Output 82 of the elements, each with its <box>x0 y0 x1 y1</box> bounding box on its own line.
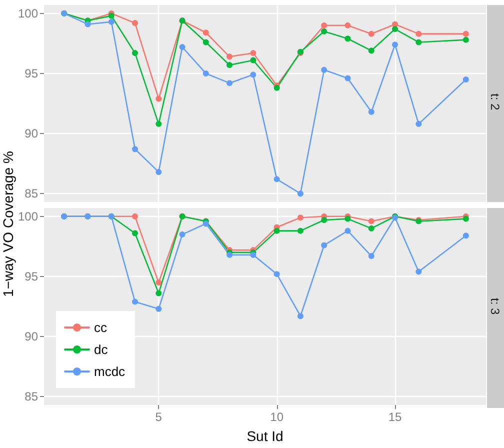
point <box>462 76 469 82</box>
point <box>156 168 162 175</box>
point <box>368 48 374 54</box>
point <box>416 39 422 46</box>
point <box>344 22 351 28</box>
point <box>297 228 304 234</box>
point <box>321 22 328 28</box>
legend-label: mcdc <box>94 364 126 379</box>
point <box>156 290 162 296</box>
point <box>132 230 138 236</box>
point <box>156 279 162 286</box>
point <box>297 313 304 320</box>
y-tick-label: 100 <box>18 209 38 224</box>
point <box>132 20 138 26</box>
point <box>462 216 469 222</box>
point <box>250 50 256 56</box>
point <box>156 96 162 102</box>
y-axis-title: 1−way VO Coverage % <box>0 151 16 297</box>
point <box>344 75 351 82</box>
x-tick-label: 5 <box>155 410 162 424</box>
point <box>392 26 398 32</box>
point <box>274 84 280 91</box>
point <box>321 66 328 73</box>
text: t: 2 <box>488 94 502 110</box>
point <box>462 232 469 239</box>
x-tick-label: 10 <box>270 410 284 424</box>
y-tick-label: 100 <box>18 6 38 20</box>
x-tick-label: 15 <box>388 410 402 424</box>
point <box>202 39 209 46</box>
point <box>202 220 209 227</box>
point <box>226 62 233 68</box>
point <box>226 252 233 258</box>
point <box>297 190 304 197</box>
point <box>416 120 422 127</box>
point <box>462 36 469 43</box>
point <box>132 213 138 220</box>
point <box>202 70 209 76</box>
y-tick-label: 85 <box>24 390 38 404</box>
y-tick-label: 90 <box>24 330 38 344</box>
point <box>132 298 138 305</box>
y-tick-label: 95 <box>24 269 38 284</box>
point <box>156 306 162 312</box>
point <box>297 214 304 221</box>
point <box>132 146 138 152</box>
y-tick-label: 85 <box>24 186 38 201</box>
point <box>368 30 374 37</box>
legend-label: cc <box>94 320 108 335</box>
point <box>156 120 162 127</box>
point <box>226 80 233 86</box>
point <box>392 42 398 48</box>
point <box>344 36 351 42</box>
point <box>321 28 328 34</box>
point <box>274 176 280 182</box>
point <box>132 50 138 56</box>
point <box>416 268 422 275</box>
point <box>274 271 280 278</box>
point <box>321 217 328 224</box>
point <box>368 253 374 260</box>
point <box>416 30 422 37</box>
point <box>250 72 256 78</box>
point <box>344 216 351 222</box>
x-axis-title: Sut Id <box>246 428 284 444</box>
point <box>368 225 374 232</box>
point <box>250 252 256 258</box>
point <box>179 44 186 50</box>
y-tick-label: 90 <box>24 126 38 141</box>
point <box>321 242 328 248</box>
point <box>274 228 280 234</box>
point <box>179 231 186 238</box>
point <box>108 12 114 19</box>
point <box>368 108 374 115</box>
point <box>344 228 351 234</box>
point <box>84 21 91 28</box>
point <box>250 57 256 64</box>
text: t: 3 <box>488 298 502 315</box>
point <box>202 30 209 36</box>
y-tick-label: 95 <box>24 66 38 80</box>
point <box>226 54 233 60</box>
point <box>368 218 374 224</box>
point <box>108 18 114 25</box>
point <box>462 30 469 37</box>
legend-label: dc <box>94 342 108 357</box>
